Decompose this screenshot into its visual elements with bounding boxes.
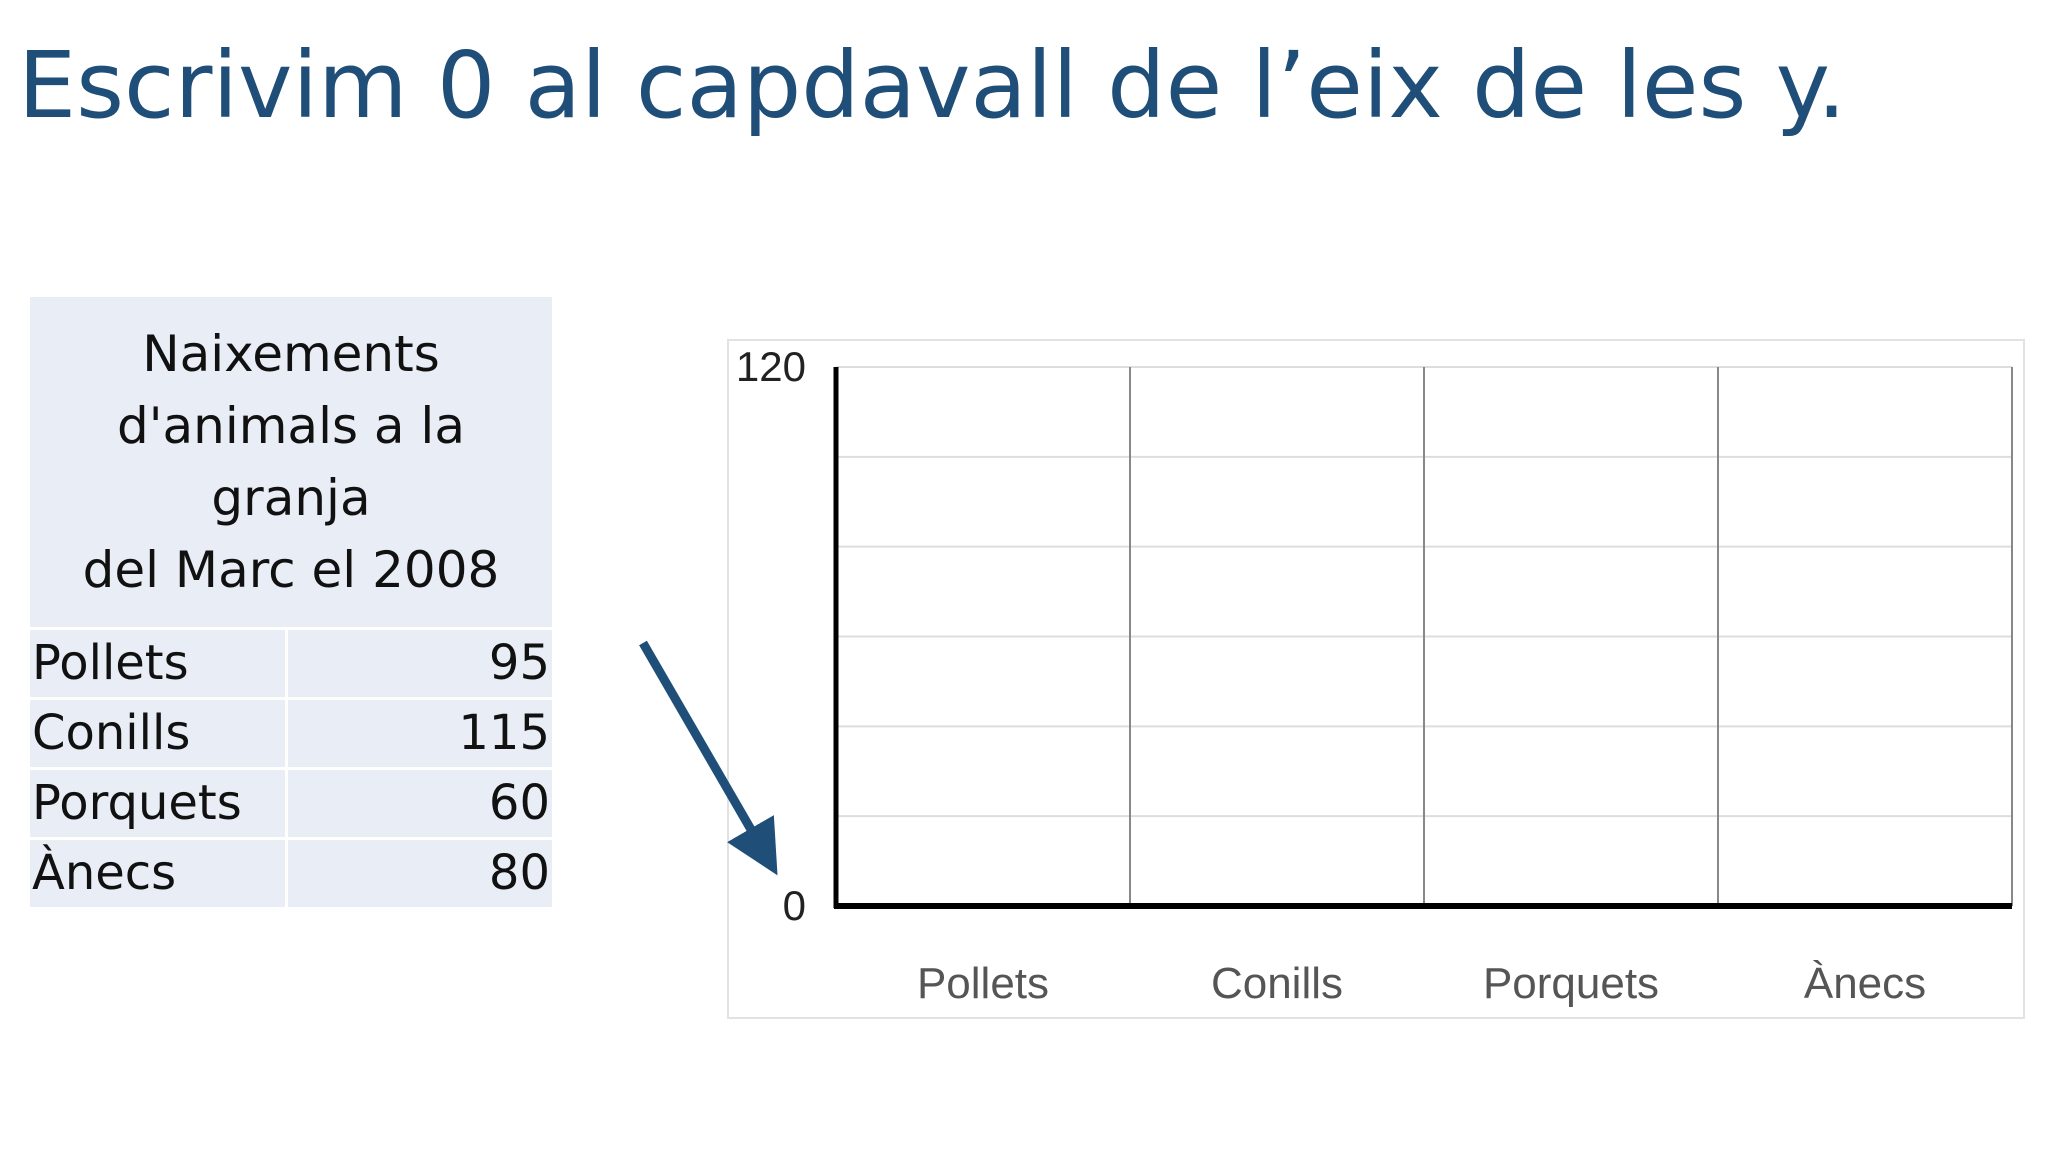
x-tick-label: Porquets [1483, 959, 1659, 1008]
x-tick-label: Pollets [917, 959, 1049, 1008]
table-row: Pollets 95 [30, 627, 552, 697]
table-header-line-2: d'animals a la granja [117, 397, 465, 527]
x-tick-label: Ànecs [1804, 959, 1926, 1008]
annotation-arrow [639, 640, 778, 876]
y-tick-label: 120 [736, 343, 806, 390]
row-label: Conills [30, 700, 288, 767]
x-tick-label: Conills [1211, 959, 1343, 1008]
data-table: Naixements d'animals a la granja del Mar… [30, 297, 552, 907]
row-label: Porquets [30, 770, 288, 837]
row-value: 80 [488, 845, 550, 901]
table-row: Porquets 60 [30, 767, 552, 837]
row-value: 115 [458, 705, 550, 761]
table-row: Ànecs 80 [30, 837, 552, 907]
row-value: 60 [488, 775, 550, 831]
table-header-line-3: del Marc el 2008 [82, 541, 500, 599]
table-header-line-1: Naixements [142, 325, 440, 383]
table-row: Conills 115 [30, 697, 552, 767]
row-value: 95 [488, 635, 550, 691]
slide-title: Escrivim 0 al capdavall de l’eix de les … [18, 32, 1847, 139]
y-tick-label: 0 [783, 882, 806, 929]
row-label: Pollets [30, 630, 288, 697]
row-label: Ànecs [30, 840, 288, 907]
chart-frame [727, 339, 2025, 1019]
table-header: Naixements d'animals a la granja del Mar… [30, 297, 552, 627]
